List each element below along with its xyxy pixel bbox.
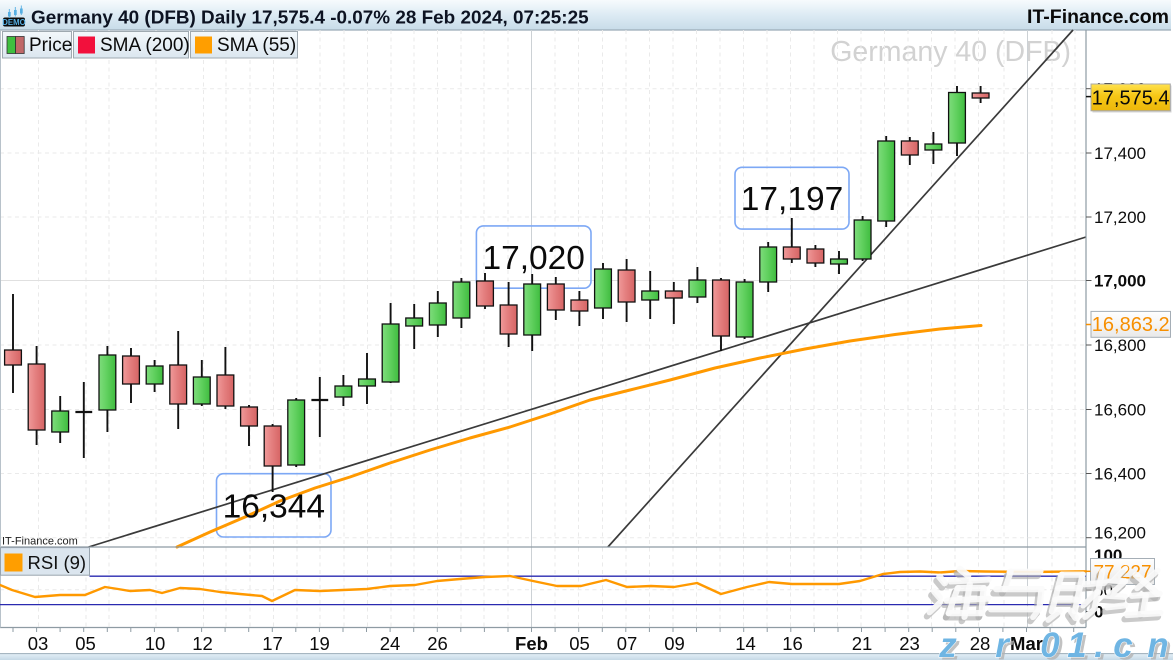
svg-text:17,575.4: 17,575.4 <box>1092 87 1170 109</box>
svg-text:0: 0 <box>1040 626 1060 660</box>
svg-text:17,197: 17,197 <box>741 181 843 218</box>
svg-text:16,344: 16,344 <box>223 488 325 525</box>
svg-text:17: 17 <box>262 633 283 654</box>
svg-text:Germany 40 (DFB) Daily 17,575.: Germany 40 (DFB) Daily 17,575.4 -0.07% 2… <box>31 8 589 29</box>
svg-text:SMA (200): SMA (200) <box>100 35 190 56</box>
svg-text:16: 16 <box>782 633 803 654</box>
svg-text:14: 14 <box>735 633 756 654</box>
svg-text:23: 23 <box>899 633 920 654</box>
svg-text:26: 26 <box>427 633 448 654</box>
svg-text:n: n <box>1150 629 1171 660</box>
svg-text:09: 09 <box>664 633 685 654</box>
svg-text:z: z <box>941 629 960 660</box>
svg-text:c: c <box>1113 626 1132 660</box>
svg-text:1: 1 <box>1067 626 1086 660</box>
svg-text:17,200: 17,200 <box>1094 208 1146 227</box>
svg-text:r: r <box>998 629 1014 660</box>
svg-text:1: 1 <box>1070 629 1089 660</box>
svg-text:Price: Price <box>29 35 72 56</box>
svg-text:03: 03 <box>28 633 49 654</box>
svg-text:05: 05 <box>569 633 590 654</box>
svg-text:19: 19 <box>309 633 330 654</box>
svg-text:17,020: 17,020 <box>482 240 584 277</box>
svg-text:n: n <box>1147 626 1168 660</box>
svg-text:IT-Finance.com: IT-Finance.com <box>1027 6 1169 28</box>
svg-text:17,000: 17,000 <box>1094 272 1146 291</box>
svg-text:r: r <box>995 626 1011 660</box>
svg-text:c: c <box>1116 629 1135 660</box>
svg-text:0: 0 <box>1043 629 1063 660</box>
svg-text:07: 07 <box>617 633 638 654</box>
svg-text:.: . <box>1094 626 1104 660</box>
svg-text:16,863.2: 16,863.2 <box>1092 314 1170 336</box>
svg-text:z: z <box>938 626 957 660</box>
svg-text:DEMO: DEMO <box>2 18 25 27</box>
svg-text:Feb: Feb <box>515 633 548 654</box>
svg-text:0: 0 <box>1094 603 1103 622</box>
svg-text:28: 28 <box>970 633 991 654</box>
svg-text:21: 21 <box>852 633 873 654</box>
svg-text:SMA (55): SMA (55) <box>217 35 296 56</box>
svg-text:Mar: Mar <box>1010 633 1043 654</box>
svg-text:16,600: 16,600 <box>1094 401 1146 420</box>
svg-text:24: 24 <box>380 633 401 654</box>
svg-text:16,400: 16,400 <box>1094 465 1146 484</box>
svg-text:10: 10 <box>145 633 166 654</box>
svg-text:12: 12 <box>192 633 213 654</box>
svg-text:IT-Finance.com: IT-Finance.com <box>2 536 78 548</box>
svg-text:RSI (9): RSI (9) <box>28 552 87 573</box>
svg-text:.: . <box>1097 629 1107 660</box>
svg-text:Germany 40 (DFB): Germany 40 (DFB) <box>830 36 1071 68</box>
svg-text:17,400: 17,400 <box>1094 144 1146 163</box>
svg-text:16,800: 16,800 <box>1094 336 1146 355</box>
svg-text:16,200: 16,200 <box>1094 524 1146 543</box>
svg-text:05: 05 <box>75 633 96 654</box>
